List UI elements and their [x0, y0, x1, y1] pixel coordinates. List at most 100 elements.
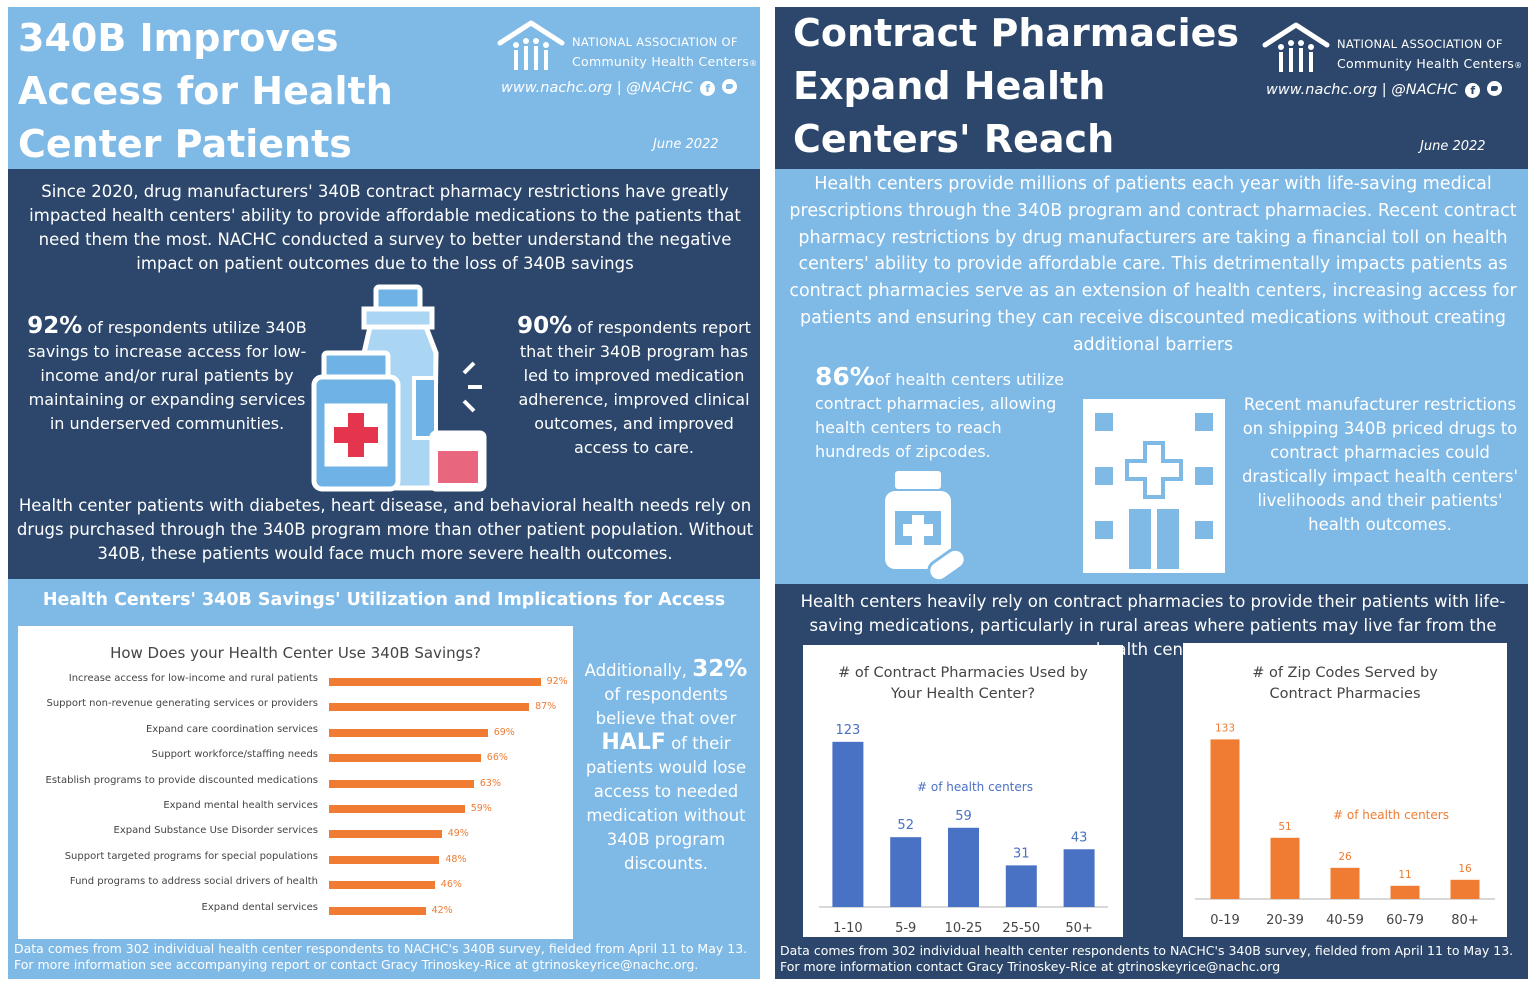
- web-handle-text: www.nachc.org | @NACHC: [1266, 82, 1458, 98]
- pharmacies-chart-svg: # of Contract Pharmacies Used by Your Hea…: [819, 665, 1108, 936]
- stat-90-text: of respondents report that their 340B pr…: [518, 318, 751, 457]
- left-date: June 2022: [653, 137, 719, 152]
- logo-reg: ®: [749, 59, 758, 68]
- logo-line2: Community Health Centers: [1337, 56, 1515, 71]
- right-nachc-logo: NATIONAL ASSOCIATION OF Community Health…: [1261, 21, 1522, 77]
- left-paragraph-2: Health center patients with diabetes, he…: [16, 496, 754, 563]
- left-intro: Since 2020, drug manufacturers' 340B con…: [29, 182, 741, 273]
- chart-title-line: # of Zip Codes Served by: [1252, 665, 1438, 681]
- right-header-band: [775, 7, 1528, 169]
- web-handle-text: www.nachc.org | @NACHC: [501, 80, 693, 96]
- chart-category-label: 20-39: [1266, 913, 1304, 928]
- chart-bar: [948, 827, 979, 907]
- chart-category-label: 5-9: [895, 921, 916, 936]
- left-title: 340B Improves Access for Health Center P…: [18, 12, 393, 171]
- stat-90-number: 90%: [517, 313, 573, 339]
- chart-value-label: 16: [1458, 863, 1472, 875]
- chart-category-label: 60-79: [1386, 913, 1424, 928]
- stat-90: 90% of respondents report that their 340…: [508, 314, 760, 460]
- utilization-category-label: Expand mental health services: [163, 800, 318, 811]
- left-web-handle: www.nachc.org | @NACHC f: [501, 78, 737, 96]
- chart-bar: [1270, 837, 1300, 899]
- logo-line1: NATIONAL ASSOCIATION OF: [1337, 37, 1503, 51]
- utilization-category-label: Support non-revenue generating services …: [46, 698, 318, 710]
- utilization-bar: [329, 728, 488, 737]
- chart-value-label: 59: [955, 809, 972, 824]
- utilization-bar: [329, 779, 474, 788]
- zipcodes-chart-svg: # of Zip Codes Served by Contract Pharmac…: [1195, 665, 1495, 928]
- utilization-category-label: Support targeted programs for special po…: [64, 850, 318, 862]
- right-title-line: Expand Health: [793, 64, 1106, 108]
- chart-value-label: 123: [835, 723, 860, 738]
- additional-post: of their patients would lose access to n…: [585, 734, 747, 873]
- right-title-line: Centers' Reach: [793, 117, 1115, 161]
- left-title-line: Center Patients: [18, 122, 352, 166]
- chart-category-label: 0-19: [1210, 913, 1240, 928]
- utilization-category-label: Expand Substance Use Disorder services: [113, 825, 318, 837]
- left-title-line: 340B Improves: [18, 16, 339, 60]
- utilization-category-label: Fund programs to address social drivers …: [69, 876, 318, 888]
- right-infographic: Contract Pharmacies Expand Health Center…: [775, 7, 1528, 979]
- health-center-building-icon: [1083, 399, 1225, 573]
- logo-reg: ®: [1514, 61, 1523, 70]
- right-footnote: Data comes from 302 individual health ce…: [780, 943, 1514, 974]
- left-footnote: Data comes from 302 individual health ce…: [14, 941, 748, 972]
- right-web-handle: www.nachc.org | @NACHC f: [1266, 80, 1502, 98]
- chart-title-line: Your Health Center?: [890, 686, 1035, 702]
- logo-line1: NATIONAL ASSOCIATION OF: [572, 35, 738, 49]
- chart-bar: [1330, 867, 1360, 899]
- twitter-icon: [721, 78, 737, 94]
- facebook-icon: f: [700, 81, 716, 96]
- chart-value-label: 133: [1215, 722, 1235, 734]
- chart-bar: [890, 837, 922, 907]
- zipcodes-chart: # of Zip Codes Served by Contract Pharmac…: [1183, 643, 1507, 937]
- utilization-value-label: 49%: [447, 828, 469, 840]
- chart-bar: [1210, 739, 1240, 899]
- pharmacies-chart: # of Contract Pharmacies Used by Your Hea…: [803, 645, 1123, 937]
- utilization-bar: [329, 906, 426, 915]
- utilization-value-label: 59%: [470, 803, 492, 814]
- utilization-bar: [329, 754, 481, 763]
- stat-86-text: of health centers utilize contract pharm…: [815, 370, 1064, 461]
- right-date: June 2022: [1420, 139, 1486, 154]
- chart-bar: [1450, 879, 1480, 899]
- right-paragraph-2: Health centers heavily rely on contract …: [800, 592, 1506, 659]
- utilization-value-label: 69%: [493, 726, 515, 738]
- additional-mid: of respondents believe that over: [595, 685, 737, 728]
- chart-annotation: # of health centers: [1333, 808, 1449, 822]
- chart-bar: [1063, 849, 1095, 907]
- utilization-bar: [329, 703, 530, 712]
- chart-bar: [1390, 885, 1420, 899]
- utilization-value-label: 92%: [546, 676, 568, 687]
- chart-title-line: Contract Pharmacies: [1270, 686, 1421, 702]
- nachc-house-icon: [497, 20, 565, 70]
- chart-annotation: # of health centers: [917, 780, 1033, 794]
- twitter-icon: [1486, 80, 1502, 96]
- chart-value-label: 51: [1278, 821, 1291, 833]
- medicine-bottles-icon: [311, 284, 487, 492]
- utilization-value-label: 46%: [440, 879, 462, 891]
- left-nachc-logo: NATIONAL ASSOCIATION OF Community Health…: [496, 19, 757, 75]
- nachc-house-icon: [1262, 22, 1330, 72]
- chart-category-label: 50+: [1065, 921, 1092, 936]
- utilization-value-label: 66%: [486, 752, 508, 764]
- utilization-bar: [329, 881, 435, 890]
- additional-number: 32%: [692, 656, 748, 682]
- chart-bar: [832, 741, 864, 907]
- additional-pre: Additionally,: [584, 661, 693, 680]
- stat-86-number: 86%: [815, 362, 875, 391]
- facebook-icon: f: [1465, 83, 1481, 98]
- utilization-value-label: 42%: [431, 904, 453, 916]
- stat-92-text: of respondents utilize 340B savings to i…: [27, 318, 307, 433]
- utilization-category-label: Expand dental services: [201, 901, 318, 913]
- utilization-bar: [329, 830, 442, 839]
- utilization-value-label: 48%: [445, 853, 467, 865]
- stat-right-text: Recent manufacturer restrictions on ship…: [1241, 395, 1519, 534]
- chart-bar: [1005, 865, 1037, 907]
- chart-category-label: 25-50: [1002, 921, 1040, 936]
- chart-title-line: # of Contract Pharmacies Used by: [838, 665, 1088, 681]
- utilization-chart-title: How Does your Health Center Use 340B Sav…: [110, 644, 481, 662]
- utilization-category-label: Expand care coordination services: [145, 723, 318, 735]
- logo-text: NATIONAL ASSOCIATION OF Community Health…: [572, 33, 757, 73]
- chart-category-label: 1-10: [833, 921, 863, 936]
